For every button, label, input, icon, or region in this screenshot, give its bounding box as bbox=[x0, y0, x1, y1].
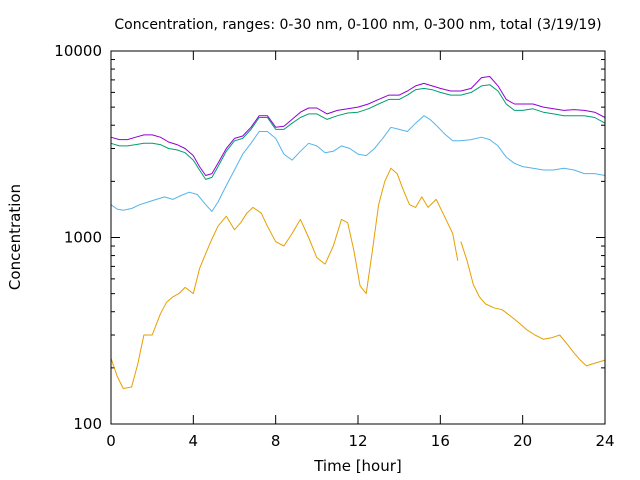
series-line-2 bbox=[460, 241, 606, 367]
series-line-3 bbox=[110, 115, 606, 212]
plot-frame bbox=[110, 50, 606, 425]
y-tick-label: 100 bbox=[73, 415, 102, 433]
series-line-5 bbox=[110, 76, 606, 176]
x-tick-label: 20 bbox=[513, 432, 532, 450]
y-tick-label: 10000 bbox=[54, 42, 102, 60]
y-axis-label: Concentration bbox=[6, 184, 24, 290]
axis-tick-labels: 0 4 8 12 16 20 24 100 1000 10000 bbox=[54, 42, 614, 450]
x-tick-label: 12 bbox=[348, 432, 367, 450]
chart-title: Concentration, ranges: 0-30 nm, 0-100 nm… bbox=[114, 17, 601, 33]
x-tick-label: 24 bbox=[595, 432, 614, 450]
x-tick-label: 16 bbox=[431, 432, 450, 450]
series-line-4 bbox=[110, 84, 606, 180]
x-tick-label: 8 bbox=[271, 432, 281, 450]
x-tick-label: 0 bbox=[106, 432, 116, 450]
x-axis-label: Time [hour] bbox=[313, 457, 402, 475]
plot-series bbox=[110, 76, 606, 389]
series-line-1 bbox=[110, 167, 459, 389]
y-tick-label: 1000 bbox=[64, 229, 102, 247]
x-tick-label: 4 bbox=[189, 432, 199, 450]
